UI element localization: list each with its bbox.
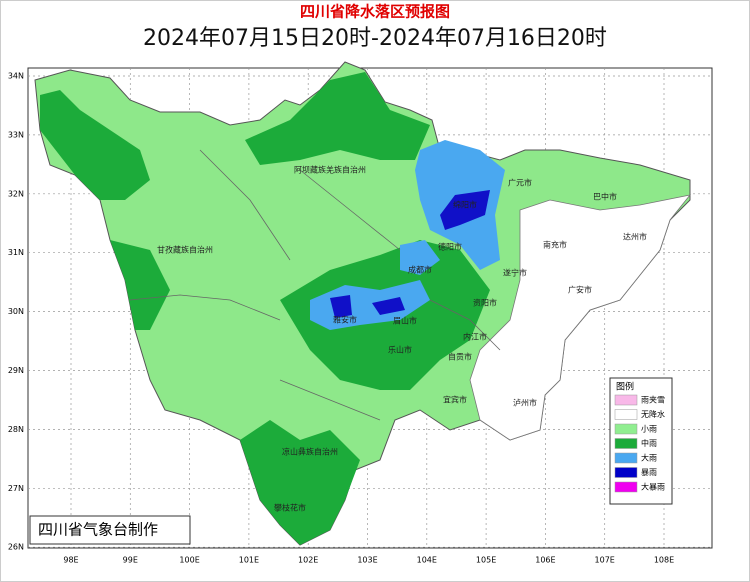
place-label: 乐山市 bbox=[388, 345, 412, 355]
province bbox=[34, 61, 691, 546]
legend-swatch bbox=[614, 438, 638, 449]
place-label: 阿坝藏族羌族自治州 bbox=[294, 165, 366, 175]
place-label: 巴中市 bbox=[593, 192, 617, 202]
credit-box bbox=[29, 515, 191, 545]
place-label: 广安市 bbox=[568, 285, 592, 295]
place-label: 广元市 bbox=[508, 178, 532, 188]
lat-label: 29N bbox=[8, 366, 24, 375]
lon-label: 105E bbox=[476, 556, 496, 565]
lon-label: 102E bbox=[298, 556, 318, 565]
lat-label: 30N bbox=[8, 307, 24, 316]
place-label: 遂宁市 bbox=[503, 268, 527, 278]
legend-swatch bbox=[614, 409, 638, 420]
legend-label: 中雨 bbox=[641, 438, 657, 448]
lon-label: 98E bbox=[63, 556, 78, 565]
place-label: 内江市 bbox=[463, 332, 487, 342]
legend-label: 暴雨 bbox=[641, 468, 657, 477]
legend-label: 大暴雨 bbox=[641, 482, 665, 492]
lon-label: 104E bbox=[417, 556, 437, 565]
place-label: 雅安市 bbox=[333, 315, 357, 325]
place-label: 甘孜藏族自治州 bbox=[157, 245, 213, 255]
legend-label: 雨夹雪 bbox=[641, 395, 665, 405]
place-label: 德阳市 bbox=[438, 242, 462, 252]
title: 四川省降水落区预报图 bbox=[300, 3, 450, 21]
lon-label: 108E bbox=[654, 556, 674, 565]
legend-swatch bbox=[614, 423, 638, 435]
place-label: 南充市 bbox=[543, 240, 567, 250]
subtitle: 2024年07月15日20时-2024年07月16日20时 bbox=[143, 26, 607, 51]
lat-label: 28N bbox=[8, 425, 24, 434]
lon-label: 106E bbox=[535, 556, 555, 565]
place-label: 达州市 bbox=[623, 232, 647, 242]
lon-label: 103E bbox=[357, 556, 377, 565]
legend-swatch bbox=[614, 394, 638, 406]
legend-title: 图例 bbox=[616, 381, 634, 393]
place-label: 眉山市 bbox=[393, 316, 417, 326]
place-label: 绵阳市 bbox=[453, 200, 477, 210]
place-label: 成都市 bbox=[408, 265, 432, 275]
place-label: 自贡市 bbox=[448, 352, 472, 362]
legend-label: 无降水 bbox=[641, 409, 665, 419]
credit: 四川省气象台制作 bbox=[38, 521, 158, 539]
legend-swatch bbox=[614, 467, 638, 478]
legend-swatch bbox=[614, 452, 638, 464]
place-label: 泸州市 bbox=[513, 398, 537, 408]
lat-label: 31N bbox=[8, 248, 24, 257]
lon-label: 100E bbox=[179, 556, 199, 565]
legend-label: 大雨 bbox=[641, 453, 657, 463]
legend-label: 小雨 bbox=[641, 425, 657, 434]
lat-label: 27N bbox=[8, 484, 24, 493]
place-label: 攀枝花市 bbox=[274, 503, 306, 513]
lon-label: 101E bbox=[239, 556, 259, 565]
lon-label: 99E bbox=[123, 556, 138, 565]
place-label: 资阳市 bbox=[473, 298, 497, 308]
lat-label: 33N bbox=[8, 130, 24, 139]
lat-label: 26N bbox=[8, 543, 24, 552]
place-label: 宜宾市 bbox=[443, 395, 467, 405]
lon-label: 107E bbox=[595, 556, 615, 565]
tick-labels: 34N 33N 32N 31N 30N 29N 28N 27N 26N 98E 99E 100E 101… bbox=[8, 72, 674, 565]
lat-label: 34N bbox=[8, 72, 24, 81]
place-label: 凉山彝族自治州 bbox=[282, 447, 338, 457]
lat-label: 32N bbox=[8, 189, 24, 198]
legend-swatch bbox=[614, 481, 638, 493]
